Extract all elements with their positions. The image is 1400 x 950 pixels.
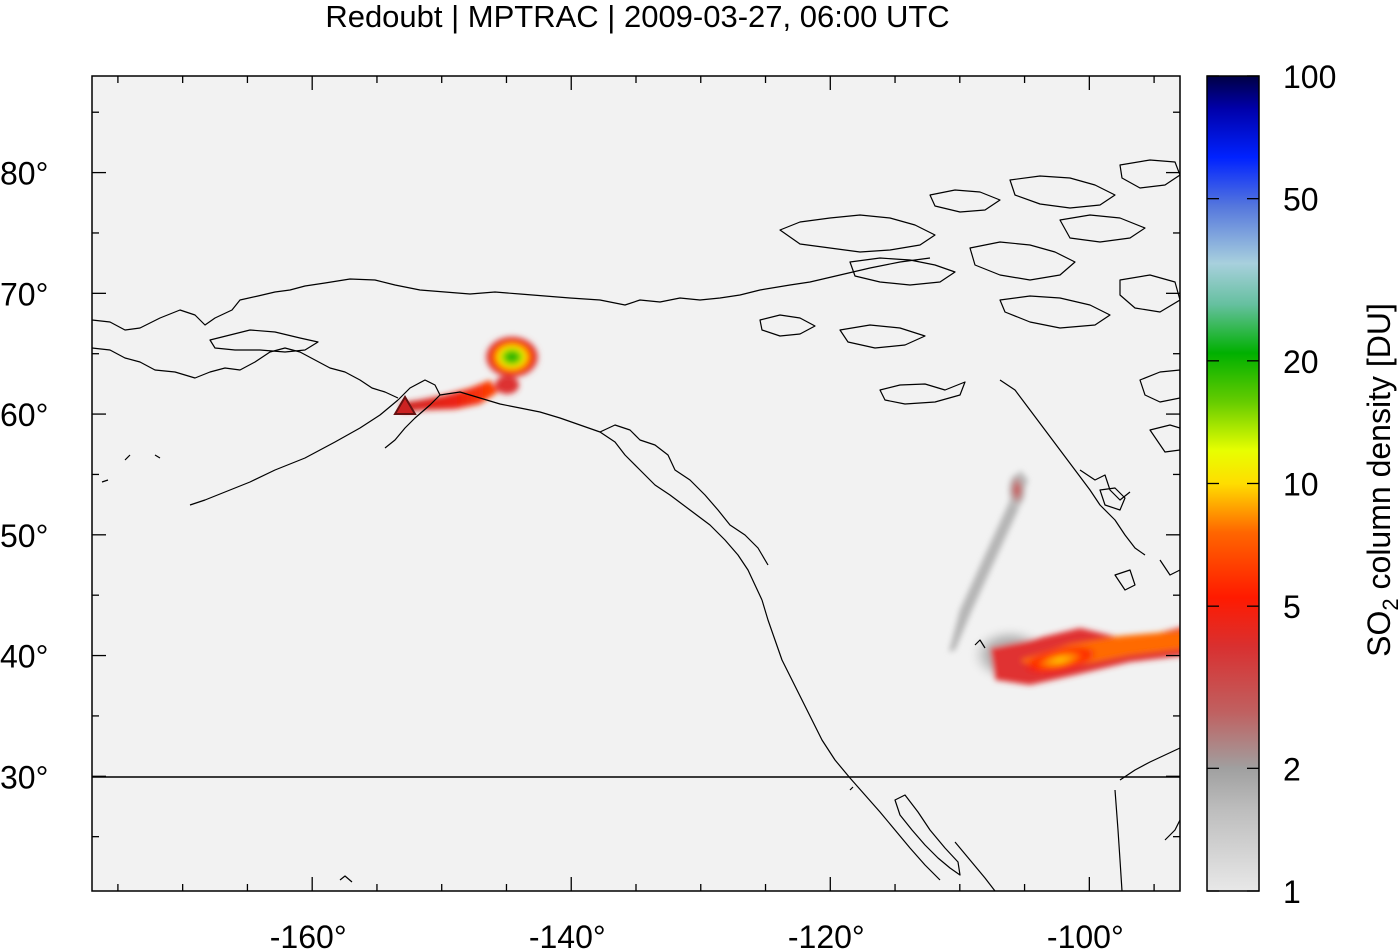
x-tick-label: -140° <box>529 919 606 950</box>
x-axis: -160° -140° -120° -100° <box>117 76 1155 950</box>
colorbar-tick-label: 2 <box>1283 751 1301 787</box>
colorbar-tick-label: 50 <box>1283 182 1319 218</box>
y-axis: 30° 40° 50° 60° 70° 80° <box>0 111 1180 838</box>
y-tick-label: 70° <box>0 276 48 312</box>
so2-plume-east <box>970 627 1180 685</box>
colorbar-tick-label: 20 <box>1283 344 1319 380</box>
y-tick-label: 60° <box>0 397 48 433</box>
colorbar-tick-label: 100 <box>1283 59 1336 95</box>
so2-plume-alaska <box>400 335 540 412</box>
colorbar-label: SO2 column density [DU] <box>1361 303 1400 657</box>
colorbar-tick-label: 10 <box>1283 467 1319 503</box>
y-tick-label: 80° <box>0 156 48 192</box>
x-tick-label: -120° <box>788 919 865 950</box>
y-tick-label: 50° <box>0 518 48 554</box>
colorbar-tick-label: 1 <box>1283 874 1301 910</box>
so2-plume-central <box>949 470 1028 652</box>
x-tick-label: -100° <box>1047 919 1124 950</box>
coastlines <box>92 159 1180 891</box>
colorbar-tick-label: 5 <box>1283 589 1301 625</box>
colorbar-ticks: 1 2 5 10 20 50 100 <box>1207 59 1336 910</box>
map-background <box>92 76 1180 891</box>
y-tick-label: 30° <box>0 759 48 795</box>
triangle-icon <box>393 395 417 415</box>
map-title: Redoubt | MPTRAC | 2009-03-27, 06:00 UTC <box>325 0 950 34</box>
x-tick-label: -160° <box>270 919 347 950</box>
y-tick-label: 40° <box>0 639 48 675</box>
